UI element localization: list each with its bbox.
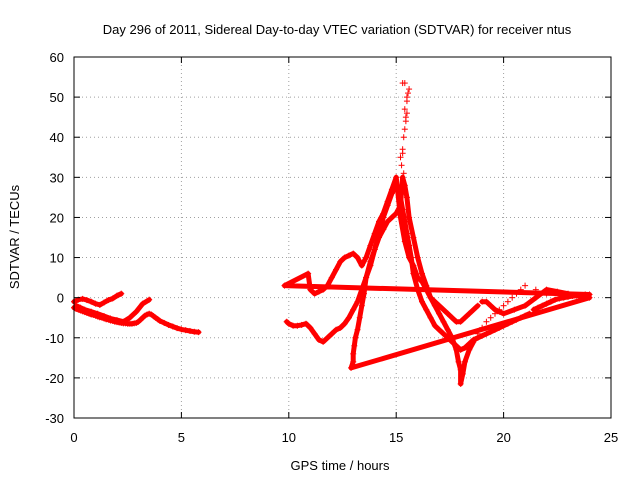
chart-title: Day 296 of 2011, Sidereal Day-to-day VTE… [103, 22, 572, 37]
x-tick-label: 5 [178, 430, 185, 445]
y-tick-label: 0 [57, 291, 64, 306]
data-point [500, 302, 507, 309]
trace-band [73, 297, 152, 325]
x-tick-label: 25 [604, 430, 618, 445]
x-tick-label: 0 [70, 430, 77, 445]
y-axis-label: SDTVAR / TECUs [7, 184, 22, 289]
data-point [406, 86, 413, 93]
data-point [483, 318, 490, 325]
grid [74, 57, 611, 418]
data-point [399, 150, 406, 157]
axis-ticks: 0 5 10 15 20 25 -30 -20 -10 0 10 20 30 40 50 60 [45, 50, 618, 445]
data-point [403, 110, 410, 117]
y-tick-label: -10 [45, 331, 64, 346]
trace-band [71, 305, 202, 335]
y-tick-label: 10 [50, 251, 64, 266]
y-tick-label: -30 [45, 411, 64, 426]
x-axis-label: GPS time / hours [291, 458, 390, 473]
trace-band [71, 291, 124, 308]
y-tick-label: 50 [50, 90, 64, 105]
data-point [401, 126, 408, 133]
data-point [402, 114, 409, 121]
data-point [400, 134, 407, 141]
data-point [397, 154, 404, 161]
data-point [401, 106, 408, 113]
data-point [398, 162, 405, 169]
y-tick-label: 40 [50, 130, 64, 145]
data-point [522, 282, 529, 289]
data-point [403, 94, 410, 101]
y-tick-label: 20 [50, 210, 64, 225]
data-point [401, 80, 408, 87]
data-point [405, 90, 412, 97]
trace-band [348, 174, 592, 387]
y-tick-label: -20 [45, 371, 64, 386]
x-tick-label: 15 [389, 430, 403, 445]
x-tick-label: 20 [496, 430, 510, 445]
data-point [509, 294, 516, 301]
plot-frame [73, 56, 612, 419]
y-tick-label: 30 [50, 170, 64, 185]
y-tick-label: 60 [50, 50, 64, 65]
trace-band [282, 174, 592, 325]
x-tick-label: 10 [282, 430, 296, 445]
data-markers [71, 80, 593, 387]
data-point [504, 298, 511, 305]
data-point [487, 314, 494, 321]
trace-band [284, 182, 532, 353]
